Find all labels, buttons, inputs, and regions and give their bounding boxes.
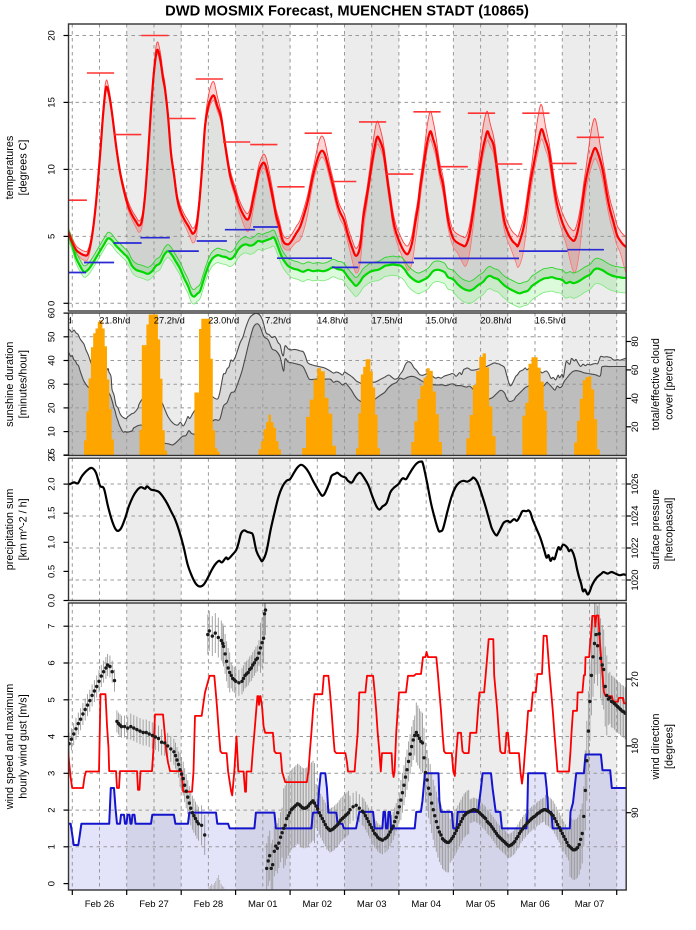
svg-text:23.0h/d: 23.0h/d xyxy=(208,316,239,326)
svg-text:20: 20 xyxy=(47,403,58,414)
svg-text:50: 50 xyxy=(47,332,58,343)
svg-text:Mar 01: Mar 01 xyxy=(248,899,278,910)
svg-text:total/effective cloud: total/effective cloud xyxy=(650,338,662,430)
svg-text:4: 4 xyxy=(47,734,58,739)
svg-text:30: 30 xyxy=(47,379,58,390)
svg-text:10: 10 xyxy=(47,164,58,175)
svg-text:1026: 1026 xyxy=(630,473,641,494)
svg-text:sunshine duration: sunshine duration xyxy=(4,342,16,427)
svg-text:Mar 07: Mar 07 xyxy=(575,899,605,910)
svg-text:wind direction: wind direction xyxy=(650,713,662,780)
svg-text:3: 3 xyxy=(47,771,58,776)
svg-text:27.2h/d: 27.2h/d xyxy=(154,316,185,326)
svg-text:0.0: 0.0 xyxy=(47,594,58,607)
svg-text:10: 10 xyxy=(47,426,58,437)
svg-text:1020: 1020 xyxy=(630,569,641,590)
svg-text:d: d xyxy=(67,316,72,326)
svg-text:1024: 1024 xyxy=(630,505,641,526)
svg-text:DWD MOSMIX Forecast, MUENCHEN: DWD MOSMIX Forecast, MUENCHEN STADT (108… xyxy=(165,4,529,20)
svg-text:0.5: 0.5 xyxy=(47,565,58,578)
svg-text:2.0: 2.0 xyxy=(47,477,58,490)
svg-text:2: 2 xyxy=(47,807,58,812)
svg-text:[degrees]: [degrees] xyxy=(664,724,676,769)
svg-text:0: 0 xyxy=(47,453,58,458)
svg-text:90: 90 xyxy=(630,807,641,818)
svg-text:[hetcopascal]: [hetcopascal] xyxy=(664,498,676,562)
svg-text:temperatures: temperatures xyxy=(4,135,16,199)
svg-text:20: 20 xyxy=(630,422,641,433)
svg-text:Mar 02: Mar 02 xyxy=(303,899,333,910)
svg-text:1.0: 1.0 xyxy=(47,536,58,549)
svg-text:Feb 27: Feb 27 xyxy=(139,899,169,910)
svg-text:21.8h/d: 21.8h/d xyxy=(99,316,130,326)
svg-text:40: 40 xyxy=(47,355,58,366)
svg-text:80: 80 xyxy=(630,336,641,347)
svg-text:Mar 03: Mar 03 xyxy=(357,899,387,910)
svg-text:5: 5 xyxy=(47,697,58,702)
svg-text:hourly wind gust [m/s]: hourly wind gust [m/s] xyxy=(18,694,30,798)
svg-text:0: 0 xyxy=(47,881,58,886)
svg-text:wind speed and maximum: wind speed and maximum xyxy=(4,684,16,810)
svg-text:270: 270 xyxy=(630,671,641,687)
svg-text:1.5: 1.5 xyxy=(47,507,58,520)
svg-text:60: 60 xyxy=(47,308,58,319)
svg-text:Mar 05: Mar 05 xyxy=(466,899,496,910)
svg-text:20.8h/d: 20.8h/d xyxy=(480,316,511,326)
svg-text:[minutes/hour]: [minutes/hour] xyxy=(18,350,30,418)
svg-text:20: 20 xyxy=(47,30,58,41)
svg-text:Mar 04: Mar 04 xyxy=(411,899,441,910)
svg-text:Mar 06: Mar 06 xyxy=(520,899,550,910)
svg-text:16.5h/d: 16.5h/d xyxy=(535,316,566,326)
svg-text:1: 1 xyxy=(47,844,58,849)
svg-text:6: 6 xyxy=(47,660,58,665)
svg-text:[km m^-2 / h]: [km m^-2 / h] xyxy=(18,498,30,560)
svg-text:Feb 28: Feb 28 xyxy=(194,899,224,910)
svg-text:1022: 1022 xyxy=(630,537,641,558)
svg-text:17.5h/d: 17.5h/d xyxy=(371,316,402,326)
svg-text:cover [percent]: cover [percent] xyxy=(664,348,676,419)
svg-text:15.0h/d: 15.0h/d xyxy=(426,316,457,326)
svg-text:precipitation sum: precipitation sum xyxy=(4,489,16,571)
svg-text:7: 7 xyxy=(47,624,58,629)
svg-text:Feb 26: Feb 26 xyxy=(85,899,115,910)
svg-text:surface pressure: surface pressure xyxy=(650,489,662,569)
svg-text:7.2h/d: 7.2h/d xyxy=(265,316,291,326)
svg-text:60: 60 xyxy=(630,365,641,376)
svg-text:5: 5 xyxy=(47,234,58,239)
svg-text:40: 40 xyxy=(630,393,641,404)
svg-text:14.8h/d: 14.8h/d xyxy=(317,316,348,326)
svg-text:2.5: 2.5 xyxy=(47,448,58,461)
svg-text:[degrees C]: [degrees C] xyxy=(18,140,30,196)
svg-text:180: 180 xyxy=(630,738,641,754)
svg-text:0: 0 xyxy=(47,301,58,306)
svg-text:15: 15 xyxy=(47,97,58,108)
